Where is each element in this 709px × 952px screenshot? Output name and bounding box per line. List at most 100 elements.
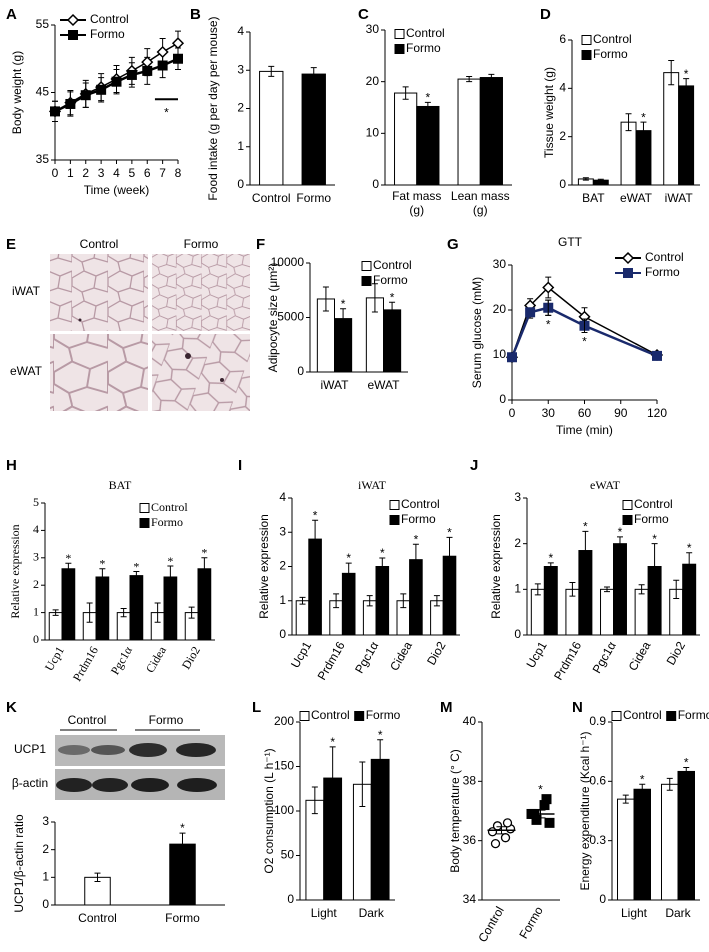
y-tick-label: 0 <box>514 627 521 641</box>
x-tick-label: Dark <box>359 906 385 920</box>
x-tick-label: Prdm16 <box>70 644 101 684</box>
error-bar <box>639 783 646 795</box>
error-bar <box>616 536 623 552</box>
error-bar <box>400 593 407 609</box>
significance-label: * <box>201 546 207 560</box>
y-tick-label: 0 <box>559 177 566 191</box>
bar <box>633 788 651 901</box>
significance-label: * <box>652 532 657 546</box>
y-tick-label: 20 <box>493 302 507 316</box>
y-tick-label: 2 <box>237 101 244 115</box>
chart: H BAT 0 1 2 3 4 5 Relative expression Ucp1 Prdm16 P… <box>6 457 215 684</box>
y-tick-label: 6 <box>559 32 566 46</box>
y-tick-label: 100 <box>274 803 294 817</box>
y-tick-label: 0 <box>372 177 379 191</box>
blot-group-label: Formo <box>149 713 184 727</box>
x-tick-label: 30 <box>542 406 556 420</box>
error-bar <box>683 766 690 776</box>
significance-label: * <box>684 756 689 770</box>
legend-label: Control <box>645 250 684 264</box>
panel-label: G <box>447 236 459 253</box>
y-axis-label: Body weight (g) <box>10 51 24 134</box>
error-bar <box>379 557 386 576</box>
blot-band <box>129 743 167 757</box>
y-tick-label: 3 <box>237 62 244 76</box>
legend-label: Formo <box>151 515 183 529</box>
nucleus <box>78 318 82 322</box>
legend-label: Formo <box>401 512 436 526</box>
y-tick-label: 1 <box>42 870 49 884</box>
error-bar <box>547 562 554 571</box>
y-tick-label: 2 <box>42 842 49 856</box>
marker <box>541 794 552 805</box>
significance-label: * <box>548 551 553 565</box>
significance-label: * <box>640 772 645 786</box>
bar <box>416 105 440 186</box>
error-bar <box>340 308 347 329</box>
marker <box>502 818 513 828</box>
legend-label: Control <box>90 12 129 26</box>
x-tick-label: Ucp1 <box>42 644 67 674</box>
significance-label: * <box>167 554 173 568</box>
y-tick-label: 1 <box>279 593 286 607</box>
chart: K 0 1 2 3 UCP1/β-actin ratio Control Formo * <box>6 699 225 925</box>
x-tick-label: Light <box>311 906 338 920</box>
error-bar <box>86 602 93 623</box>
error-bar <box>312 519 319 559</box>
x-tick-label: Ucp1 <box>288 639 314 671</box>
bar <box>375 566 390 636</box>
bar <box>394 92 418 186</box>
y-axis-label: Serum glucose (mM) <box>470 277 484 388</box>
y-tick-label: 3 <box>514 490 521 504</box>
legend-swatch <box>666 711 677 721</box>
bar <box>663 72 680 186</box>
significance-label: * <box>582 335 587 349</box>
error-bar <box>638 584 645 595</box>
legend-label: Formo <box>366 708 401 722</box>
panel-label: E <box>6 236 16 253</box>
x-tick-label: 3 <box>98 166 105 180</box>
y-tick-label: 0 <box>237 177 244 191</box>
marker <box>525 307 536 318</box>
x-tick-label: 0 <box>509 406 516 420</box>
panel-label: A <box>6 6 17 23</box>
y-tick-label: 55 <box>36 17 50 31</box>
error-bar <box>412 543 419 576</box>
error-bar <box>268 65 275 77</box>
y-tick-label: 0 <box>33 632 39 646</box>
marker <box>542 281 555 294</box>
error-bar <box>120 607 127 618</box>
y-tick-label: 0 <box>287 892 294 906</box>
legend-label: Formo <box>645 265 680 279</box>
significance-label: * <box>380 546 385 560</box>
x-tick-label: Formo <box>516 904 546 941</box>
error-bar <box>154 602 161 623</box>
x-tick-label: 120 <box>647 406 667 420</box>
blot-band <box>131 778 169 792</box>
error-bar <box>488 73 495 82</box>
blot-group-label: Control <box>68 713 107 727</box>
legend-swatch <box>139 518 150 528</box>
legend-label: Control <box>401 497 440 511</box>
histology-image <box>50 334 148 411</box>
legend-label: Control <box>311 708 350 722</box>
annotation: * <box>164 105 169 119</box>
error-bar <box>466 76 473 83</box>
legend-label: Control <box>406 26 445 40</box>
y-axis-label: Food intake (g per day per mouse) <box>206 16 220 200</box>
y-axis-label: Relative expression <box>489 514 503 619</box>
x-tick-label: eWAT <box>620 191 653 205</box>
y-tick-label: 3 <box>33 550 39 564</box>
error-bar <box>333 593 340 609</box>
bar <box>530 588 545 636</box>
marker <box>507 352 517 363</box>
significance-label: * <box>99 557 105 571</box>
chart: M 34 36 38 40 Body temperature (° C) Control Fo… <box>440 699 560 945</box>
significance-label: * <box>378 728 383 742</box>
legend-label: Formo <box>373 273 408 287</box>
blot-band <box>177 778 217 792</box>
marker <box>500 833 511 843</box>
error-bar <box>604 586 611 593</box>
y-tick-label: 150 <box>274 759 294 773</box>
